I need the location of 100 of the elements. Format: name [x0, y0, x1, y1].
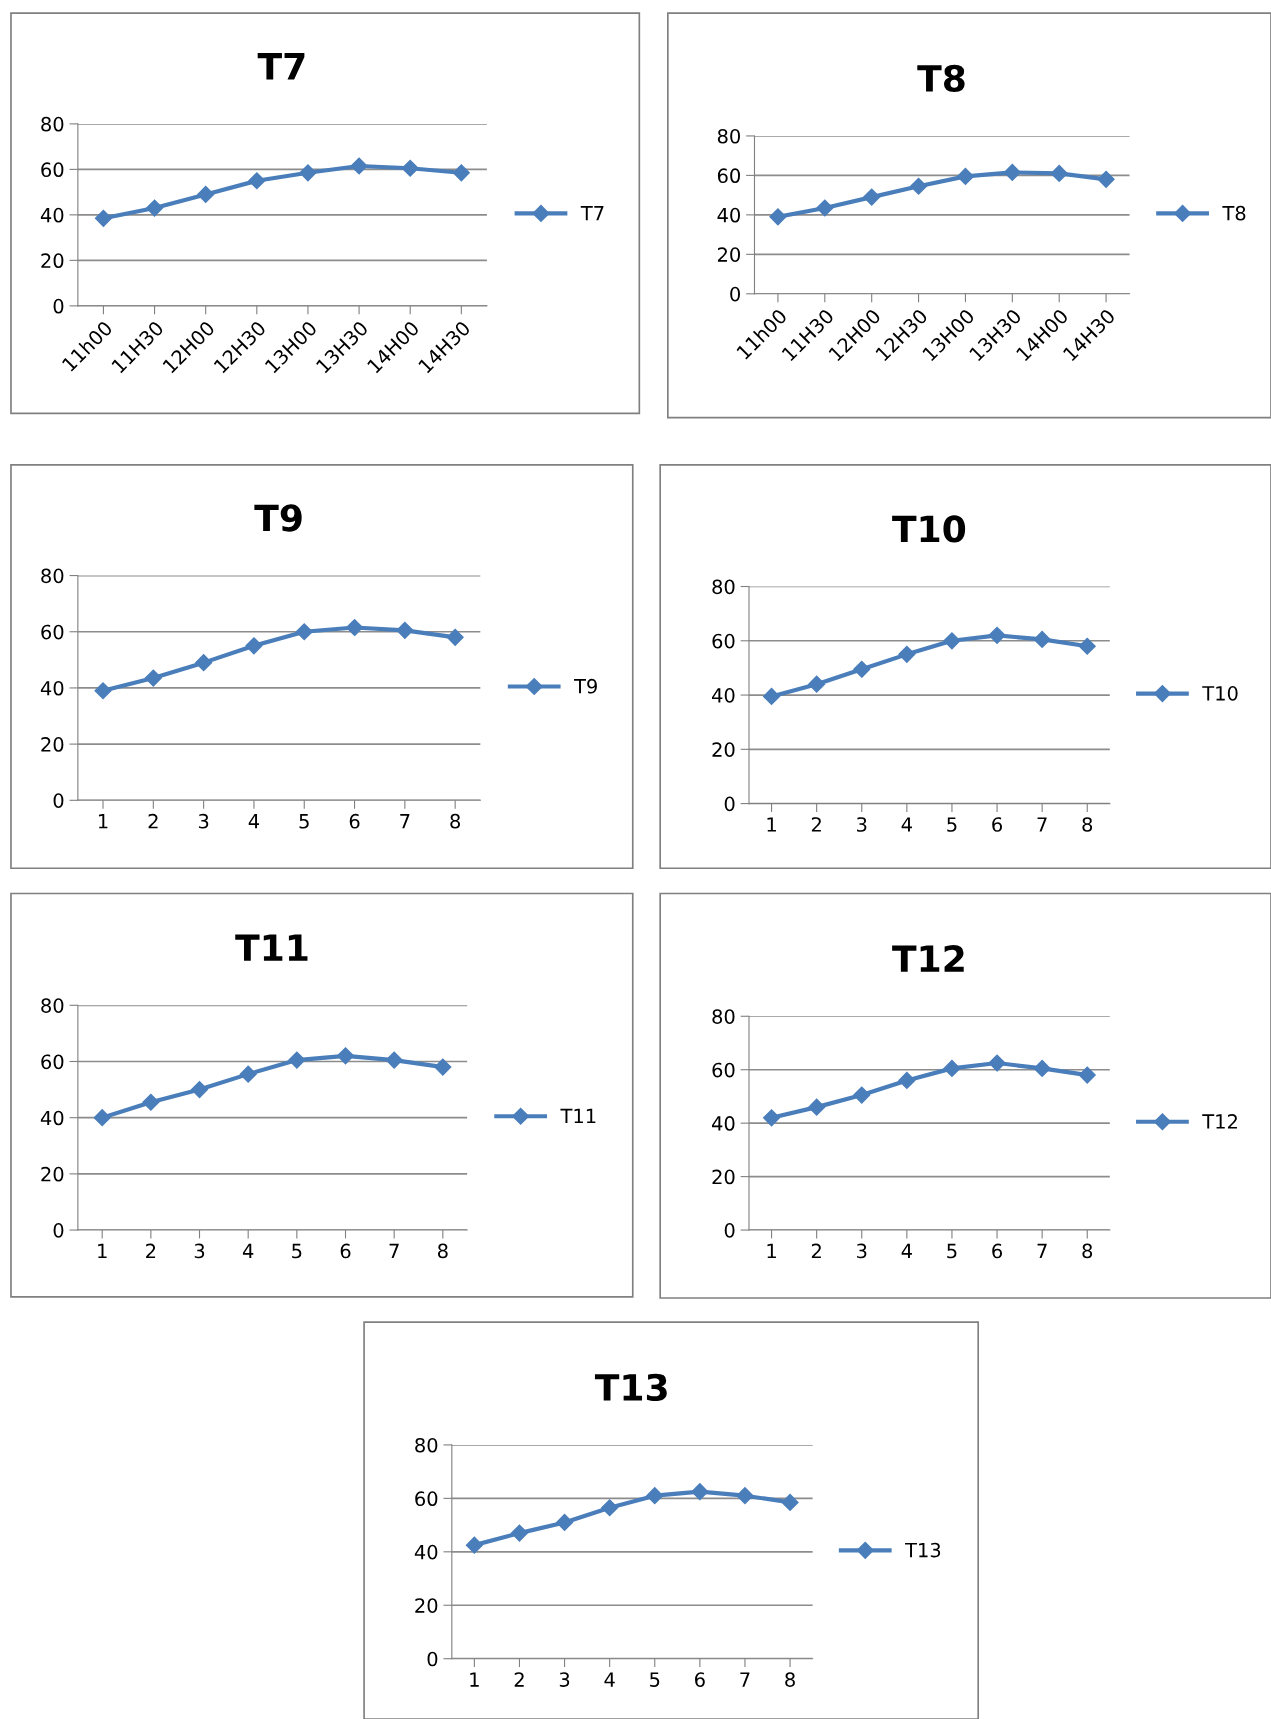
y-tick-label: 60	[41, 1054, 64, 1070]
x-tick-label: 1	[767, 817, 776, 832]
legend-label: T12	[1202, 1114, 1237, 1129]
point	[396, 621, 414, 639]
y-tick-label: 0	[53, 793, 64, 808]
point	[452, 164, 470, 182]
x-tick-label: 8	[437, 1243, 448, 1259]
x-tick-label: 2	[811, 817, 821, 832]
y-tick-label: 80	[41, 568, 64, 584]
point	[346, 618, 364, 637]
y-tick-label: 60	[717, 168, 740, 184]
x-tick-label: 2	[514, 1672, 524, 1687]
y-tick-label: 80	[712, 579, 735, 595]
point	[1097, 170, 1115, 188]
point	[385, 1051, 403, 1069]
x-tick-label: 3	[559, 1672, 570, 1687]
x-tick-label: 7	[740, 1672, 750, 1687]
y-tick-label: 20	[41, 253, 64, 269]
point	[956, 167, 975, 185]
point	[853, 1086, 871, 1104]
y-tick-label: 40	[40, 207, 64, 223]
x-tick-label: 7	[1037, 817, 1047, 832]
legend-label: T10	[1202, 685, 1238, 701]
y-tick-label: 40	[712, 688, 735, 703]
point	[446, 628, 464, 646]
point	[239, 1065, 257, 1083]
y-tick-label: 20	[41, 737, 64, 752]
point	[646, 1487, 664, 1505]
point	[350, 157, 368, 175]
x-tick-label: 4	[242, 1243, 254, 1259]
y-tick-label: 80	[415, 1437, 438, 1453]
point	[288, 1051, 306, 1069]
y-tick-label: 80	[717, 128, 740, 144]
x-tick-label: 5	[947, 817, 957, 832]
chart-title: T8	[917, 64, 965, 93]
point	[295, 623, 313, 641]
point	[94, 682, 112, 700]
x-tick-label: 4	[901, 817, 912, 832]
point	[94, 209, 112, 227]
y-tick-label: 60	[41, 624, 64, 640]
y-tick-label: 40	[40, 680, 64, 696]
point	[93, 1109, 111, 1127]
y-tick-label: 40	[40, 1110, 64, 1126]
x-tick-label: 8	[1082, 817, 1093, 832]
y-tick-label: 60	[41, 162, 64, 178]
x-tick-label: 1	[767, 1243, 776, 1259]
point	[401, 159, 419, 177]
x-tick-label: 2	[811, 1243, 821, 1259]
y-tick-label: 20	[415, 1598, 438, 1613]
chart-title: T7	[257, 53, 305, 80]
point	[336, 1047, 355, 1065]
point	[1050, 164, 1068, 182]
point	[144, 669, 162, 687]
point	[943, 632, 961, 650]
x-tick-label: 3	[857, 1243, 867, 1259]
legend-label: T7	[580, 206, 604, 221]
x-tick-label: 1	[98, 814, 108, 829]
point	[601, 1499, 619, 1517]
x-tick-label: 4	[901, 1243, 912, 1259]
chart-title: T10	[892, 515, 966, 543]
y-tick-label: 40	[712, 1116, 735, 1131]
x-tick-label: 5	[292, 1243, 302, 1259]
y-tick-label: 60	[415, 1491, 438, 1507]
y-tick-label: 40	[717, 207, 740, 223]
x-tick-label: 7	[1037, 1243, 1047, 1259]
point	[1078, 1066, 1096, 1084]
y-tick-label: 0	[730, 286, 740, 302]
point	[195, 654, 213, 672]
point	[988, 1054, 1006, 1072]
point	[816, 199, 834, 217]
point	[142, 1093, 160, 1111]
y-tick-label: 80	[41, 116, 64, 132]
point	[434, 1058, 452, 1076]
x-tick-label: 2	[148, 813, 158, 829]
point	[736, 1487, 754, 1505]
chart-title: T13	[594, 1373, 667, 1401]
point	[808, 1098, 826, 1116]
y-tick-label: 60	[712, 633, 735, 649]
point	[762, 1109, 781, 1127]
x-tick-label: 6	[349, 813, 360, 829]
y-tick-label: 60	[712, 1062, 735, 1078]
x-tick-label: 1	[470, 1672, 479, 1687]
point	[808, 675, 826, 693]
y-tick-label: 20	[41, 1166, 64, 1182]
point	[1033, 630, 1051, 648]
point	[762, 687, 781, 705]
y-tick-label: 0	[53, 1223, 64, 1238]
x-tick-label: 7	[400, 814, 410, 829]
point	[510, 1524, 529, 1542]
legend-label: T13	[905, 1542, 941, 1558]
point	[910, 177, 928, 195]
point	[691, 1483, 709, 1501]
point	[197, 185, 215, 203]
y-tick-label: 40	[414, 1544, 438, 1560]
point	[299, 164, 317, 182]
point	[465, 1536, 483, 1554]
x-tick-label: 7	[389, 1243, 399, 1259]
point	[898, 1071, 916, 1089]
y-tick-label: 0	[427, 1651, 438, 1667]
x-tick-label: 3	[194, 1243, 205, 1259]
